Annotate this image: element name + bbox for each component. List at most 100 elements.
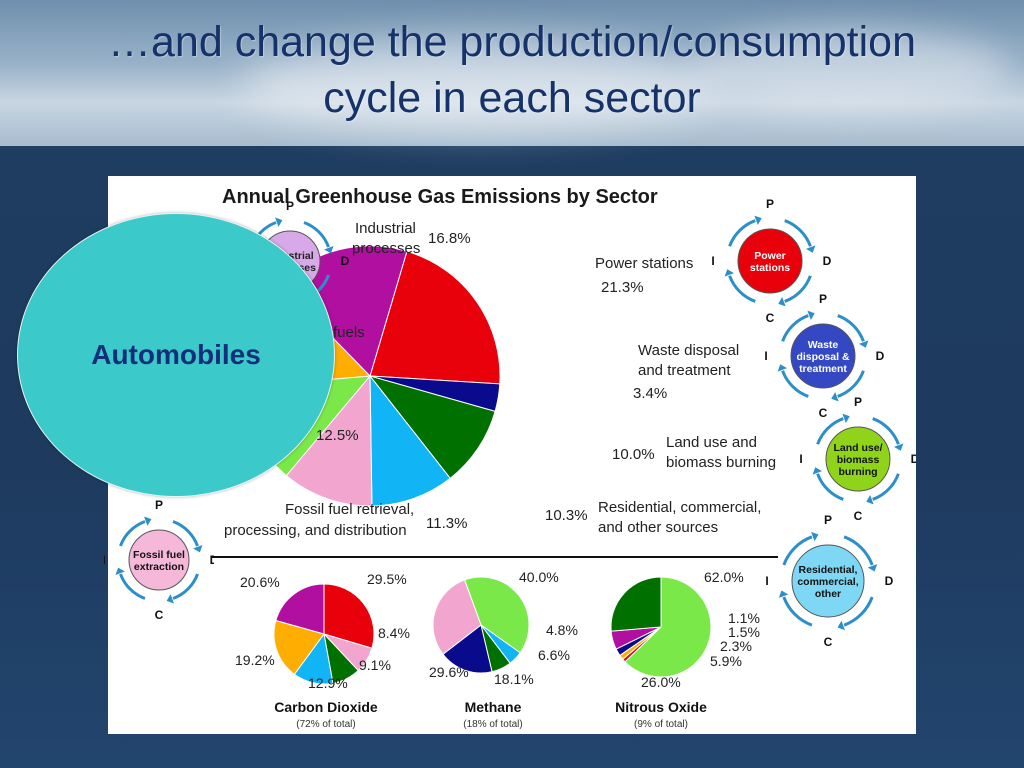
gas-pie-title: Nitrous Oxide — [615, 699, 707, 715]
arrowhead-icon — [754, 215, 762, 226]
gas-pie-subtitle: (18% of total) — [463, 719, 522, 730]
cycle-letter-p: P — [819, 292, 827, 306]
gas-pie-title: Methane — [465, 699, 522, 715]
cycle-letter-p: P — [155, 500, 163, 512]
co2-value: 20.6% — [240, 574, 280, 590]
main-pie-slice — [369, 374, 451, 507]
co2-value: 12.9% — [308, 675, 348, 691]
cycle-arrow-icon — [872, 417, 900, 445]
label-industrial: Industrial — [355, 220, 416, 237]
label-power: Power stations — [595, 255, 693, 272]
value-waste: 3.4% — [633, 385, 667, 402]
cloud-decoration — [240, 40, 720, 130]
cycle-arrow-icon — [782, 596, 813, 627]
label-transport: fuels — [333, 324, 365, 341]
cycle-node-label: disposal & — [796, 351, 850, 363]
cycle-letter-d: D — [876, 349, 885, 363]
arrowhead-icon — [893, 443, 904, 451]
cycle-arrow-icon — [843, 596, 874, 627]
cycle-arrow-icon — [781, 314, 809, 342]
label-residential: Residential, commercial, — [598, 499, 761, 516]
arrowhead-icon — [831, 391, 839, 402]
cycle-node-label: Residential, — [799, 564, 858, 576]
label-waste: Waste disposal — [638, 342, 739, 359]
cycle-node-label: Waste — [808, 339, 839, 351]
cycle-letter-c: C — [155, 608, 164, 620]
label-landuse: biomass burning — [666, 454, 776, 471]
cycle-node-label: Fossil fuel — [133, 549, 185, 561]
gas-pie-subtitle: (72% of total) — [296, 719, 355, 730]
cycle-arrow-icon — [784, 275, 812, 303]
n2o-value: 2.3% — [720, 638, 752, 654]
methane-value: 29.6% — [429, 664, 469, 680]
main-pie-slice — [369, 250, 501, 385]
gas-pie-slice — [624, 576, 712, 678]
methane-value: 4.8% — [546, 622, 578, 638]
cycle-arrow-icon — [784, 219, 812, 247]
main-pie-slice — [368, 375, 496, 480]
value-residential: 10.3% — [545, 507, 588, 524]
cycle-letter-c: C — [854, 509, 863, 523]
gas-pie-slice — [442, 624, 493, 674]
gas-pie-slice — [275, 583, 325, 635]
label-fossil-retrieval: Fossil fuel retrieval, — [285, 501, 414, 518]
cycle-arrow-icon — [782, 535, 813, 566]
cycle-arrow-icon — [728, 219, 756, 247]
arrowhead-icon — [115, 567, 125, 575]
n2o-value: 1.5% — [728, 624, 760, 640]
arrowhead-icon — [867, 564, 878, 572]
cycle-letter-d: D — [341, 254, 350, 268]
value-landuse: 10.0% — [612, 446, 655, 463]
label-industrial: processes — [352, 240, 420, 257]
cycle-arrow-icon — [816, 473, 844, 501]
value-power: 21.3% — [601, 279, 644, 296]
title-banner: …and change the production/consumption c… — [0, 0, 1024, 146]
cycle-node-label: burning — [838, 466, 877, 478]
cycle-node-label: commercial, — [797, 576, 858, 588]
n2o-value: 5.9% — [710, 653, 742, 669]
cycle-node-label: extraction — [134, 561, 184, 573]
residential-cycle: P D C I Residential,commercial,other — [765, 513, 893, 649]
arrowhead-icon — [858, 340, 869, 348]
cloud-decoration — [690, 30, 1010, 110]
cycle-arrow-icon — [728, 275, 756, 303]
automobiles-label: Automobiles — [91, 339, 261, 370]
arrowhead-icon — [724, 269, 735, 277]
gas-pie-title: Carbon Dioxide — [274, 699, 378, 715]
methane-value: 40.0% — [519, 569, 559, 585]
n2o-value: 62.0% — [704, 569, 744, 585]
cycle-letter-p: P — [286, 199, 294, 213]
methane-value: 6.6% — [538, 647, 570, 663]
cycle-node — [791, 544, 865, 618]
arrowhead-icon — [778, 296, 786, 307]
cycle-letter-c: C — [766, 311, 775, 325]
arrowhead-icon — [324, 246, 334, 254]
main-pie-slice — [285, 374, 373, 507]
cycle-letter-i: I — [765, 574, 768, 588]
automobiles-bubble[interactable]: Automobiles — [17, 213, 335, 497]
cycle-node — [128, 529, 190, 591]
arrowhead-icon — [778, 590, 789, 598]
cycle-letter-i: I — [104, 553, 106, 567]
co2-value: 29.5% — [367, 571, 407, 587]
arrowhead-icon — [777, 364, 788, 372]
gas-pie-subtitle: (9% of total) — [634, 719, 688, 730]
co2-value: 8.4% — [378, 625, 410, 641]
cycle-node-label: Power — [754, 250, 786, 262]
cycle-node — [790, 323, 856, 389]
cycle-letter-i: I — [764, 349, 767, 363]
gas-pie-slice — [273, 619, 325, 676]
value-fossil-retrieval: 11.3% — [426, 515, 467, 532]
cycle-arrow-icon — [837, 314, 865, 342]
arrowhead-icon — [842, 413, 850, 424]
cycle-node-label: other — [815, 588, 841, 600]
cycle-letter-d: D — [885, 574, 894, 588]
co2-value: 19.2% — [235, 652, 275, 668]
arrowhead-icon — [812, 467, 823, 475]
cycle-arrow-icon — [843, 535, 874, 566]
slide-title: …and change the production/consumption c… — [0, 14, 1024, 126]
cycle-arrow-icon — [816, 417, 844, 445]
